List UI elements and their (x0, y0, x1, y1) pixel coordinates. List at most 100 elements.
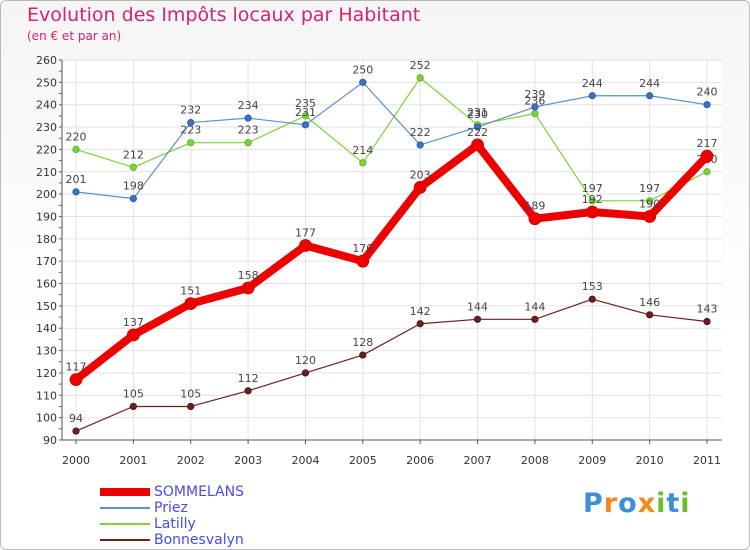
chart-subtitle: (en € et par an) (27, 29, 122, 43)
data-point-bonnesvalyn (473, 315, 482, 323)
data-label-bonnesvalyn: 112 (238, 372, 259, 385)
x-tick-label: 2006 (406, 454, 434, 467)
y-tick-label: 220 (36, 143, 57, 156)
y-tick-label: 100 (36, 412, 57, 425)
legend-item-priez: Priez (100, 500, 244, 516)
data-label-latilly: 231 (467, 106, 488, 119)
y-tick-label: 110 (36, 389, 57, 402)
y-tick-label: 90 (43, 434, 57, 447)
data-point-latilly (531, 110, 539, 118)
data-label-bonnesvalyn: 142 (410, 305, 431, 318)
plot-area (62, 60, 722, 440)
data-point-priez (129, 194, 137, 203)
legend-label-bonnesvalyn: Bonnesvalyn (154, 532, 244, 548)
x-tick-label: 2009 (578, 454, 606, 467)
data-label-bonnesvalyn: 128 (352, 336, 373, 349)
data-label-bonnesvalyn: 146 (639, 296, 660, 309)
data-label-sommelans: 222 (467, 126, 488, 139)
x-tick-label: 2011 (693, 454, 721, 467)
y-tick-label: 120 (36, 367, 57, 380)
data-label-priez: 234 (238, 99, 259, 112)
x-tick-label: 2003 (234, 454, 262, 467)
series-line-bonnesvalyn (75, 298, 708, 432)
legend-item-latilly: Latilly (100, 516, 244, 532)
legend: SOMMELANS Priez Latilly Bonnesvalyn (100, 484, 244, 548)
data-label-latilly: 235 (295, 97, 316, 110)
data-point-priez (187, 118, 195, 127)
data-point-bonnesvalyn (301, 369, 310, 377)
data-label-priez: 239 (524, 88, 545, 101)
data-point-priez (359, 78, 367, 86)
data-label-priez: 222 (410, 126, 431, 139)
legend-label-latilly: Latilly (154, 516, 196, 532)
series-sommelans: 117 137 151 158 177 170 203 222 189 192 190 217 (66, 126, 718, 387)
y-tick-label: 200 (36, 188, 57, 201)
data-point-latilly (646, 197, 654, 205)
data-label-sommelans: 137 (123, 316, 144, 329)
data-point-sommelans (413, 181, 427, 194)
data-point-priez (703, 101, 711, 109)
data-point-latilly (703, 168, 711, 176)
data-label-sommelans: 158 (238, 269, 259, 282)
data-point-sommelans (299, 239, 312, 252)
logo-letter: i (680, 488, 691, 519)
y-tick-label: 240 (36, 99, 57, 112)
data-label-priez: 230 (467, 108, 488, 121)
data-point-sommelans (700, 149, 714, 163)
data-point-sommelans (528, 212, 542, 226)
data-label-sommelans: 189 (524, 200, 545, 213)
logo-letter: o (618, 488, 638, 519)
data-label-bonnesvalyn: 153 (582, 280, 603, 293)
data-point-bonnesvalyn (244, 387, 252, 395)
data-label-priez: 244 (582, 77, 603, 90)
data-label-sommelans: 170 (352, 242, 373, 255)
y-tick-label: 230 (36, 121, 57, 134)
data-label-latilly: 220 (66, 130, 87, 143)
data-point-priez (473, 123, 482, 131)
data-label-latilly: 236 (524, 95, 545, 108)
y-tick-label: 170 (36, 255, 57, 268)
data-label-priez: 240 (697, 86, 718, 99)
series-line-latilly (75, 77, 708, 202)
x-tick-label: 2008 (521, 454, 549, 467)
data-label-priez: 231 (295, 106, 316, 119)
y-tick-label: 180 (36, 233, 57, 246)
data-point-bonnesvalyn (646, 311, 654, 319)
y-tick-label: 250 (36, 76, 57, 89)
logo-letter: t (666, 488, 681, 519)
data-label-bonnesvalyn: 120 (295, 354, 316, 367)
y-tick-label: 150 (36, 300, 57, 313)
data-point-sommelans (356, 254, 370, 268)
legend-swatch-priez (100, 507, 150, 509)
data-label-latilly: 223 (180, 124, 201, 137)
data-point-sommelans (241, 281, 255, 295)
data-point-priez (72, 188, 80, 196)
data-label-sommelans: 190 (639, 197, 660, 210)
series-line-priez (75, 81, 708, 200)
x-tick-label: 2007 (464, 454, 492, 467)
data-point-priez (531, 103, 539, 111)
data-label-sommelans: 203 (410, 168, 431, 181)
data-point-sommelans (69, 373, 83, 387)
data-point-latilly (244, 139, 252, 147)
data-point-bonnesvalyn (531, 315, 539, 323)
data-point-sommelans (126, 328, 140, 342)
data-point-priez (244, 114, 252, 122)
data-label-sommelans: 177 (295, 227, 316, 240)
legend-swatch-bonnesvalyn (100, 539, 150, 541)
data-point-latilly (72, 145, 80, 154)
data-label-bonnesvalyn: 144 (524, 300, 545, 313)
legend-item-bonnesvalyn: Bonnesvalyn (100, 532, 244, 548)
y-tick-label: 260 (36, 54, 57, 67)
data-label-latilly: 197 (639, 182, 660, 195)
data-label-latilly: 223 (238, 124, 259, 137)
data-point-sommelans (184, 297, 198, 311)
y-tick-label: 210 (36, 166, 57, 179)
x-tick-label: 2002 (177, 454, 205, 467)
logo-letter: x (637, 488, 657, 519)
data-label-bonnesvalyn: 144 (467, 300, 488, 313)
proxiti-logo: Proxiti (583, 488, 691, 519)
x-tick-label: 2010 (636, 454, 664, 467)
data-point-bonnesvalyn (416, 320, 424, 328)
data-label-sommelans: 192 (582, 193, 603, 206)
